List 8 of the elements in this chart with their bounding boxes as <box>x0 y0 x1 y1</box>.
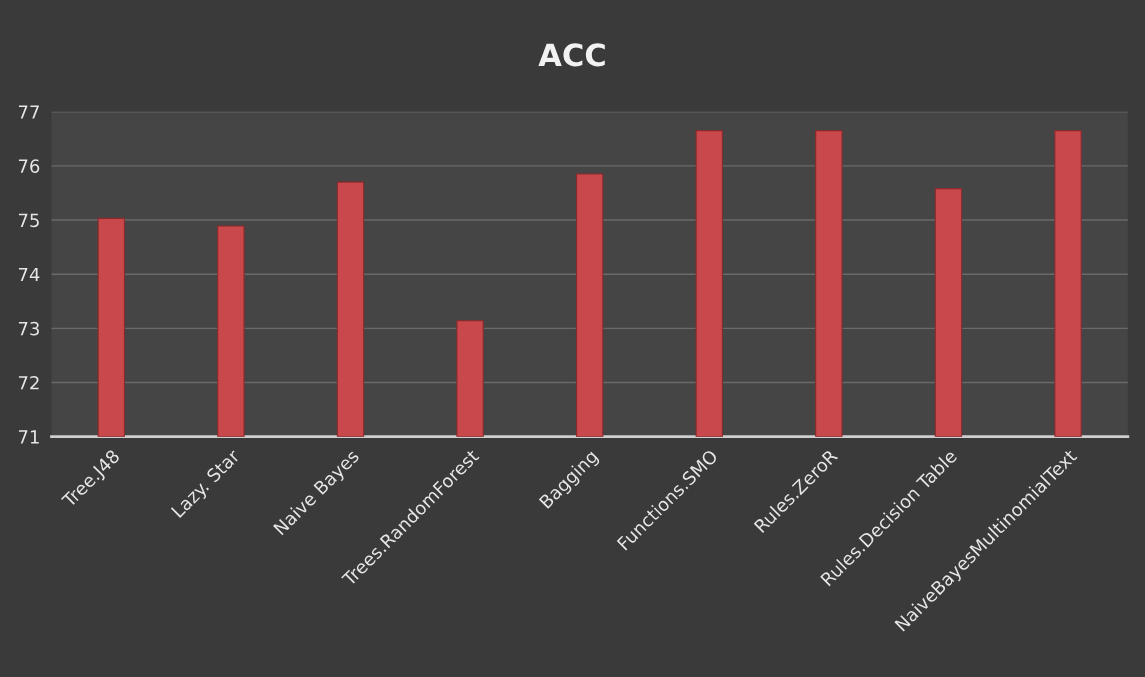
y-tick-label: 71 <box>18 430 39 444</box>
y-tick-label: 75 <box>18 213 39 228</box>
y-tick-label: 72 <box>18 375 39 390</box>
chart-title: ACC <box>538 43 605 67</box>
y-tick-label: 76 <box>18 159 40 173</box>
y-tick-label: 74 <box>18 267 40 282</box>
y-tick-label: 77 <box>18 105 39 119</box>
y-tick-label: 73 <box>18 321 39 336</box>
